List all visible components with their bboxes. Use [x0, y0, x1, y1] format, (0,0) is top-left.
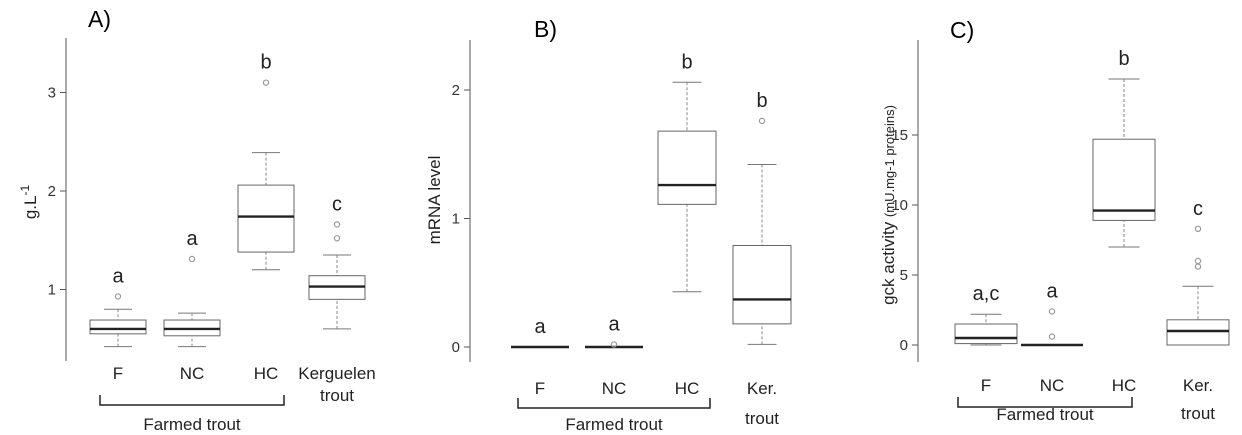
significance-letter: a: [534, 316, 546, 338]
category-label: trout: [320, 386, 354, 405]
category-label: Kerguelen: [298, 364, 376, 383]
significance-letter: a: [186, 228, 198, 250]
category-label: trout: [745, 409, 779, 428]
panel-2: C) gck activity (mU.mg-1 proteins) 0 5 10 15 a…: [879, 17, 1230, 424]
significance-letter: c: [332, 193, 342, 215]
outlier-point: [1048, 333, 1056, 340]
y-axis-title-main: mRNA level: [425, 156, 444, 245]
box-iqr: [1092, 138, 1156, 221]
panel-0: A)g.L-1123aFaNCbHCcKerguelentroutFarmed …: [18, 6, 376, 434]
outlier-point: [1048, 308, 1056, 315]
outlier-point: [1194, 257, 1202, 265]
box-0: a,c F: [954, 283, 1018, 395]
box-iqr: [237, 184, 295, 253]
box-1: a NC: [1021, 280, 1083, 395]
category-label: NC: [180, 364, 205, 383]
box-3: c Ker. trout: [1166, 198, 1230, 423]
y-tick-label: 3: [48, 85, 56, 102]
box-2: b HC: [657, 51, 717, 398]
outlier-point: [1194, 263, 1202, 270]
outlier-point: [114, 293, 122, 300]
significance-letter: a: [608, 313, 620, 335]
category-label: Ker.: [1183, 376, 1213, 395]
significance-letter: b: [1118, 48, 1129, 70]
outlier-point: [333, 235, 341, 242]
y-tick-label: 2: [48, 183, 56, 200]
outlier-point: [188, 255, 196, 263]
significance-letter: a: [1046, 280, 1058, 302]
category-label: NC: [1040, 376, 1065, 395]
box-0: aF: [89, 265, 147, 383]
panel-label: C): [950, 17, 974, 43]
category-label: F: [113, 364, 123, 383]
y-axis-title-unit: (mU.mg-1 proteins): [882, 105, 897, 217]
y-tick-label: 0: [452, 339, 460, 356]
category-label: NC: [602, 379, 627, 398]
outlier-point: [758, 117, 766, 125]
box-3: c Kerguelen trout: [298, 193, 376, 405]
y-axis-title: gck activity (mU.mg-1 proteins): [879, 105, 898, 305]
y-axis-title: g.L-1: [18, 185, 40, 220]
significance-letter: b: [681, 51, 692, 73]
significance-letter: b: [260, 52, 271, 74]
significance-letter: a,c: [973, 283, 1000, 305]
y-tick-label: 10: [891, 197, 908, 214]
category-label: F: [981, 376, 991, 395]
group-label: Farmed trout: [996, 405, 1094, 424]
category-label: trout: [1181, 404, 1215, 423]
y-tick-label: 1: [48, 282, 56, 299]
y-axis-title-sup: -1: [18, 185, 32, 196]
category-label: HC: [1112, 376, 1137, 395]
significance-letter: b: [756, 90, 767, 112]
panel-label: A): [88, 6, 111, 32]
outlier-point: [262, 79, 270, 86]
group-label: Farmed trout: [143, 415, 241, 434]
box-iqr: [732, 244, 792, 325]
y-axis-title-main: g.L: [21, 196, 40, 220]
box-iqr: [89, 319, 147, 335]
panel-label: B): [534, 16, 557, 42]
box-2: b HC: [1092, 48, 1156, 395]
group-bracket: [517, 398, 711, 409]
outlier-point: [610, 341, 618, 348]
significance-letter: a: [112, 265, 124, 287]
box-1: a NC: [163, 228, 221, 383]
outlier-point: [333, 221, 341, 228]
category-label: HC: [675, 379, 700, 398]
group-bracket: [957, 397, 1133, 408]
category-label: F: [535, 379, 545, 398]
group-bracket: [99, 395, 285, 406]
box-iqr: [1166, 319, 1230, 346]
significance-letter: c: [1193, 198, 1203, 220]
panel-1: B)mRNA level012aFaNCbHCbKer.troutFarmed …: [425, 16, 792, 434]
category-label: HC: [254, 364, 279, 383]
group-label: Farmed trout: [565, 415, 663, 434]
y-tick-label: 1: [452, 211, 460, 228]
y-axis-title: mRNA level: [425, 156, 444, 245]
box-iqr: [657, 130, 717, 205]
y-axis-title-main: gck activity: [879, 217, 898, 305]
category-label: Ker.: [747, 379, 777, 398]
y-tick-label: 2: [452, 82, 460, 99]
box-0: aF: [511, 316, 569, 398]
box-iqr: [954, 323, 1018, 345]
y-tick-label: 15: [891, 127, 908, 144]
y-tick-label: 5: [900, 267, 908, 284]
box-2: b HC: [237, 52, 295, 383]
box-3: b Ker. trout: [732, 90, 792, 428]
outlier-point: [1194, 225, 1202, 232]
y-tick-label: 0: [900, 337, 908, 354]
box-1: a NC: [585, 313, 643, 398]
